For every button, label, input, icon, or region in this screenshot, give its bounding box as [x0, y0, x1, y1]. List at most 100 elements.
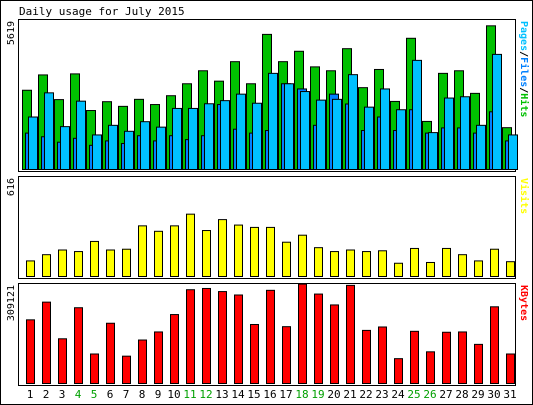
bar-kbytes-day-19 — [314, 293, 323, 384]
bar-pages-day-24 — [396, 109, 406, 171]
bar-kbytes-day-7 — [122, 355, 131, 385]
bar-kbytes-day-9 — [154, 331, 163, 384]
bar-visits-day-30 — [490, 248, 499, 278]
x-tick-label: 25 — [407, 388, 420, 401]
legend-part-3: Files — [518, 57, 530, 87]
bar-kbytes-day-2 — [42, 301, 51, 384]
x-tick-label: 5 — [91, 388, 98, 401]
bar-kbytes-day-25 — [410, 330, 419, 385]
bar-pages-day-10 — [172, 107, 182, 171]
bar-kbytes-day-15 — [250, 323, 259, 385]
bar-kbytes-day-20 — [330, 304, 339, 385]
bar-kbytes-day-24 — [394, 358, 403, 385]
x-tick-label: 14 — [231, 388, 245, 401]
legend-part-2: / — [518, 51, 529, 57]
bar-pages-day-11 — [188, 107, 198, 171]
bar-pages-day-20 — [332, 98, 342, 170]
bar-kbytes-day-21 — [346, 284, 355, 385]
bar-kbytes-day-23 — [378, 326, 387, 385]
bar-pages-day-18 — [300, 91, 310, 170]
x-tick-label: 22 — [359, 388, 372, 401]
bar-kbytes-day-5 — [90, 353, 99, 384]
bar-visits-day-29 — [474, 260, 483, 278]
bar-visits-day-6 — [106, 249, 115, 278]
bar-pages-day-7 — [124, 130, 134, 171]
bar-pages-day-15 — [252, 102, 262, 170]
bar-visits-day-18 — [298, 234, 307, 277]
x-tick-label: 16 — [263, 388, 276, 401]
x-tick-label: 18 — [295, 388, 308, 401]
bar-pages-day-5 — [92, 134, 102, 170]
panel-2: 616 Visits — [6, 176, 530, 279]
bar-pages-day-21 — [348, 74, 358, 170]
bar-pages-day-29 — [476, 124, 486, 170]
x-tick-label: 26 — [423, 388, 436, 401]
bar-visits-day-1 — [26, 260, 35, 278]
bar-pages-day-6 — [108, 124, 118, 170]
bar-visits-day-20 — [330, 251, 339, 278]
bar-kbytes-day-17 — [282, 326, 291, 384]
bar-kbytes-day-11 — [186, 289, 195, 384]
x-tick-label: 8 — [139, 388, 146, 401]
bar-pages-day-16 — [268, 72, 278, 170]
bar-pages-day-12 — [204, 103, 214, 170]
bar-visits-day-9 — [154, 230, 163, 277]
bar-pages-day-26 — [428, 132, 438, 171]
x-tick-label: 3 — [59, 388, 66, 401]
bar-kbytes-day-22 — [362, 329, 371, 385]
side-legend: Pages/Files/Hits — [518, 21, 530, 117]
bar-kbytes-day-10 — [170, 314, 179, 384]
bar-kbytes-day-18 — [298, 283, 307, 384]
bar-visits-day-22 — [362, 251, 371, 278]
bar-pages-day-31 — [508, 134, 518, 170]
x-tick-label: 28 — [455, 388, 468, 401]
bar-visits-day-21 — [346, 249, 355, 278]
legend-part-1: Visits — [518, 178, 530, 214]
side-legend: Visits — [518, 178, 530, 214]
bar-pages-day-9 — [156, 126, 166, 171]
x-tick-label: 19 — [311, 388, 324, 401]
bar-pages-day-13 — [220, 100, 230, 170]
bar-pages-day-3 — [60, 126, 70, 170]
y-max-label: 5619 — [6, 21, 17, 45]
bar-pages-day-17 — [284, 83, 294, 170]
bar-kbytes-day-31 — [506, 353, 515, 384]
bar-visits-day-12 — [202, 230, 211, 277]
side-legend: KBytes — [518, 285, 529, 321]
x-tick-label: 4 — [75, 388, 82, 401]
bar-kbytes-day-1 — [26, 319, 35, 384]
bar-kbytes-day-27 — [442, 331, 451, 385]
x-tick-label: 1 — [27, 388, 34, 401]
bar-kbytes-day-26 — [426, 351, 435, 385]
bar-kbytes-day-30 — [490, 306, 499, 384]
bar-visits-day-15 — [250, 226, 259, 277]
bar-kbytes-day-13 — [218, 291, 227, 384]
bar-pages-day-22 — [364, 106, 374, 171]
bar-kbytes-day-12 — [202, 287, 211, 384]
bar-pages-day-8 — [140, 121, 150, 170]
legend-part-1: KBytes — [518, 285, 529, 321]
x-tick-label: 6 — [107, 388, 114, 401]
bar-visits-day-25 — [410, 247, 419, 278]
x-tick-label: 10 — [167, 388, 180, 401]
bar-visits-day-4 — [74, 251, 83, 278]
bar-pages-day-23 — [380, 88, 390, 170]
bar-visits-day-2 — [42, 254, 51, 278]
bar-visits-day-19 — [314, 247, 323, 278]
legend-part-1: Pages — [518, 21, 529, 51]
bar-visits-day-8 — [138, 225, 147, 277]
bar-kbytes-day-28 — [458, 331, 467, 384]
bar-pages-day-2 — [44, 92, 54, 170]
x-tick-label: 7 — [123, 388, 130, 401]
bar-kbytes-day-29 — [474, 343, 483, 384]
panel-1: 5619 Pages/Files/Hits — [6, 19, 530, 172]
x-tick-label: 17 — [279, 388, 292, 401]
bar-pages-day-19 — [316, 99, 326, 170]
x-tick-label: 27 — [439, 388, 452, 401]
bar-kbytes-day-6 — [106, 322, 115, 384]
bar-visits-day-10 — [170, 225, 179, 277]
legend-part-5: Hits — [518, 93, 530, 117]
bar-visits-day-28 — [458, 254, 467, 278]
x-tick-label: 13 — [215, 388, 228, 401]
bar-kbytes-day-14 — [234, 294, 243, 384]
